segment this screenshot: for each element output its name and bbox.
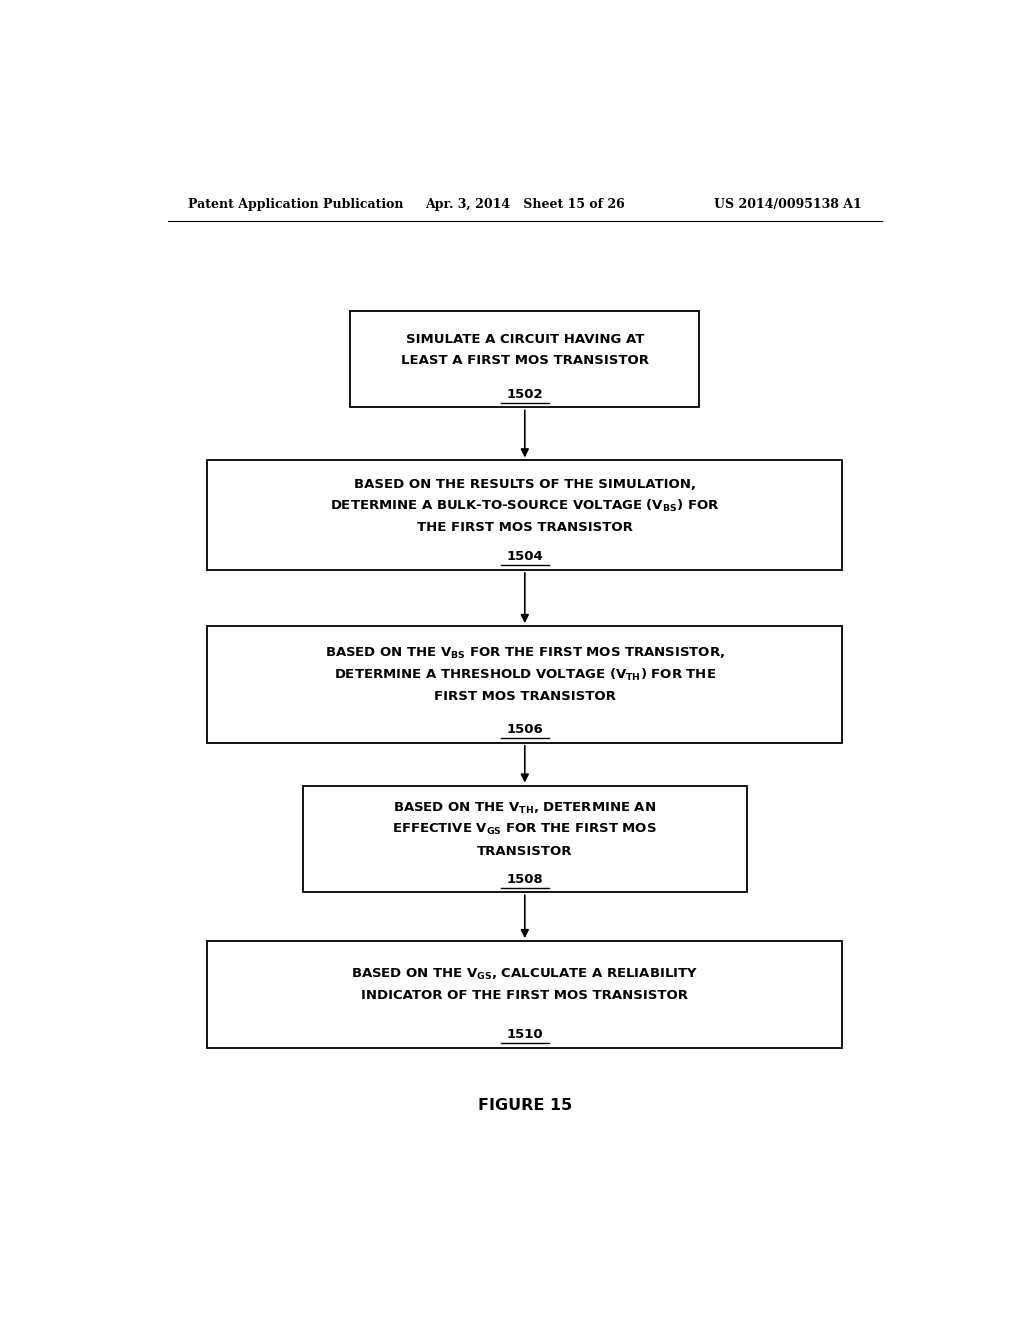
Text: BASED ON THE $\mathbf{V_{BS}}$ FOR THE FIRST MOS TRANSISTOR,: BASED ON THE $\mathbf{V_{BS}}$ FOR THE F…	[325, 647, 725, 661]
Text: TRANSISTOR: TRANSISTOR	[477, 845, 572, 858]
Text: FIGURE 15: FIGURE 15	[477, 1098, 572, 1113]
Text: 1508: 1508	[507, 873, 543, 886]
Text: DETERMINE A THRESHOLD VOLTAGE ($\mathbf{V_{TH}}$) FOR THE: DETERMINE A THRESHOLD VOLTAGE ($\mathbf{…	[334, 667, 716, 684]
Text: EFFECTIVE $\mathbf{V_{GS}}$ FOR THE FIRST MOS: EFFECTIVE $\mathbf{V_{GS}}$ FOR THE FIRS…	[392, 822, 657, 837]
Text: SIMULATE A CIRCUIT HAVING AT: SIMULATE A CIRCUIT HAVING AT	[406, 333, 644, 346]
Text: FIRST MOS TRANSISTOR: FIRST MOS TRANSISTOR	[434, 690, 615, 704]
Text: INDICATOR OF THE FIRST MOS TRANSISTOR: INDICATOR OF THE FIRST MOS TRANSISTOR	[361, 990, 688, 1002]
Text: THE FIRST MOS TRANSISTOR: THE FIRST MOS TRANSISTOR	[417, 521, 633, 533]
Bar	[207, 461, 843, 570]
Text: 1510: 1510	[507, 1028, 543, 1041]
Text: 1504: 1504	[507, 550, 543, 564]
Text: US 2014/0095138 A1: US 2014/0095138 A1	[715, 198, 862, 211]
Text: Apr. 3, 2014   Sheet 15 of 26: Apr. 3, 2014 Sheet 15 of 26	[425, 198, 625, 211]
Bar	[303, 785, 748, 892]
Text: BASED ON THE RESULTS OF THE SIMULATION,: BASED ON THE RESULTS OF THE SIMULATION,	[354, 478, 695, 491]
Bar	[207, 941, 843, 1048]
Text: BASED ON THE $\mathbf{V_{GS}}$, CALCULATE A RELIABILITY: BASED ON THE $\mathbf{V_{GS}}$, CALCULAT…	[351, 968, 698, 982]
Bar	[207, 626, 843, 743]
Text: LEAST A FIRST MOS TRANSISTOR: LEAST A FIRST MOS TRANSISTOR	[400, 354, 649, 367]
Text: 1506: 1506	[507, 723, 543, 737]
Text: DETERMINE A BULK-TO-SOURCE VOLTAGE ($\mathbf{V_{BS}}$) FOR: DETERMINE A BULK-TO-SOURCE VOLTAGE ($\ma…	[330, 498, 720, 513]
Text: BASED ON THE $\mathbf{V_{TH}}$, DETERMINE AN: BASED ON THE $\mathbf{V_{TH}}$, DETERMIN…	[393, 801, 656, 816]
Text: 1502: 1502	[507, 388, 543, 401]
Bar	[350, 312, 699, 408]
Text: Patent Application Publication: Patent Application Publication	[187, 198, 403, 211]
